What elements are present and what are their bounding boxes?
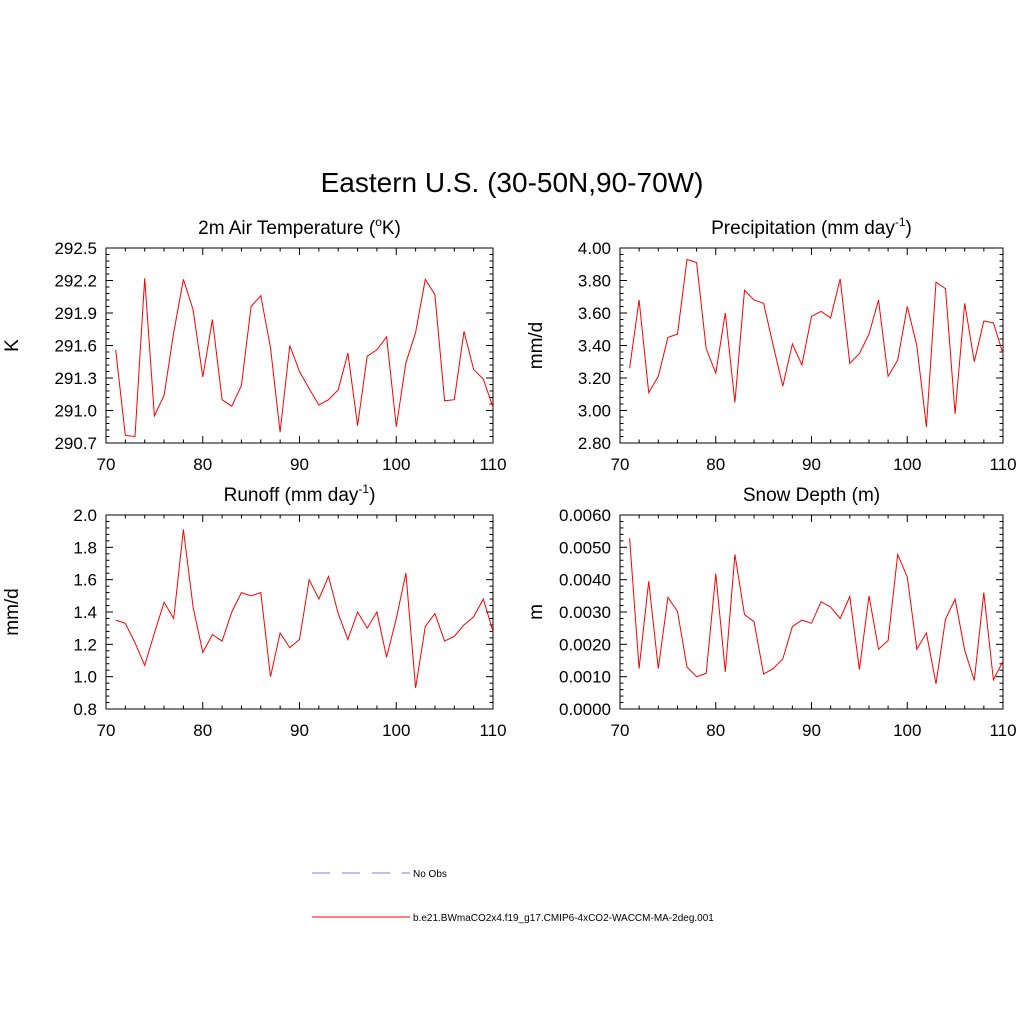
runoff-xtick-label: 110: [479, 721, 506, 740]
panels: 2m Air Temperature (oK) K 290.7 291.0 291.3 2…: [2, 215, 1017, 740]
runoff-ytick-label: 1.0: [73, 668, 97, 687]
snow-panel: Snow Depth (m) m 0.0000 0.0010 0.0020 0.0030 0…: [526, 485, 1017, 740]
legend-obs-label: No Obs: [413, 869, 447, 880]
precip-ylabel: mm/d: [526, 322, 547, 370]
precip-ytick-label: 4.00: [578, 239, 611, 258]
snow-ytick-label: 0.0050: [559, 538, 611, 557]
snow-xtick-label: 110: [989, 721, 1016, 740]
temp-ytick-label: 292.5: [54, 239, 97, 258]
temp-xtick-label: 90: [290, 455, 309, 474]
runoff-ytick-label: 1.2: [73, 635, 97, 654]
snow-ytick-label: 0.0020: [559, 635, 611, 654]
temp-title: 2m Air Temperature (oK): [198, 215, 401, 239]
precip-ytick-label: 3.60: [578, 304, 611, 323]
temp-ytick-label: 291.0: [54, 402, 97, 421]
snow-xtick-label: 100: [893, 721, 921, 740]
temp-xtick-label: 70: [97, 455, 116, 474]
runoff-title: Runoff (mm day-1): [224, 482, 376, 506]
temp-xtick-label: 100: [382, 455, 410, 474]
snow-ytick-label: 0.0000: [559, 700, 611, 719]
legend-model-label: b.e21.BWmaCO2x4.f19_g17.CMIP6-4xCO2-WACC…: [413, 913, 714, 924]
runoff-plot-frame: [105, 514, 494, 710]
temp-ytick-label: 291.3: [54, 369, 97, 388]
precip-xtick-label: 90: [802, 455, 821, 474]
temp-ytick-label: 290.7: [54, 434, 97, 453]
runoff-ytick-label: 0.8: [73, 700, 97, 719]
runoff-xtick-label: 80: [193, 721, 212, 740]
runoff-xtick-label: 90: [290, 721, 309, 740]
runoff-xtick-label: 100: [382, 721, 410, 740]
snow-ytick-label: 0.0060: [559, 506, 611, 525]
main-title: Eastern U.S. (30-50N,90-70W): [321, 167, 704, 198]
legend: No Obs b.e21.BWmaCO2x4.f19_g17.CMIP6-4xC…: [312, 869, 714, 924]
precip-ytick-label: 3.00: [578, 402, 611, 421]
temp-ytick-label: 291.6: [54, 337, 97, 356]
temp-ytick-label: 291.9: [54, 304, 97, 323]
runoff-panel: Runoff (mm day-1) mm/d 0.8 1.0 1.2 1.4 1.6 1.8 2…: [2, 482, 507, 740]
snow-xtick-label: 90: [802, 721, 821, 740]
temp-series-line: [115, 278, 494, 438]
temp-xtick-label: 110: [479, 455, 506, 474]
runoff-ylabel: mm/d: [2, 588, 23, 636]
precip-xtick-label: 70: [611, 455, 630, 474]
precip-xtick-label: 80: [706, 455, 725, 474]
snow-title: Snow Depth (m): [743, 485, 880, 506]
precip-panel: Precipitation (mm day-1) mm/d 2.80 3.00 3.20…: [526, 215, 1017, 474]
temp-plot-frame: [105, 247, 494, 444]
snow-ytick-label: 0.0030: [559, 603, 611, 622]
runoff-ytick-label: 1.6: [73, 571, 97, 590]
precip-ytick-label: 3.80: [578, 272, 611, 291]
runoff-series-line: [115, 529, 494, 689]
precip-title: Precipitation (mm day-1): [711, 215, 912, 239]
snow-ytick-label: 0.0010: [559, 668, 611, 687]
precip-ytick-label: 3.20: [578, 369, 611, 388]
runoff-xtick-label: 70: [97, 721, 116, 740]
precip-ytick-label: 3.40: [578, 337, 611, 356]
temp-panel: 2m Air Temperature (oK) K 290.7 291.0 291.3 2…: [2, 215, 507, 474]
runoff-ytick-label: 2.0: [73, 506, 97, 525]
snow-ytick-label: 0.0040: [559, 571, 611, 590]
precip-ytick-label: 2.80: [578, 434, 611, 453]
temp-xtick-label: 80: [193, 455, 212, 474]
precip-xtick-label: 110: [989, 455, 1016, 474]
precip-plot-frame: [619, 247, 1004, 444]
precip-series-line: [629, 258, 1004, 427]
temp-ylabel: K: [2, 339, 23, 352]
snow-xtick-label: 70: [611, 721, 630, 740]
snow-xtick-label: 80: [706, 721, 725, 740]
temp-ytick-label: 292.2: [54, 272, 97, 291]
snow-ylabel: m: [526, 604, 547, 620]
runoff-ytick-label: 1.8: [73, 538, 97, 557]
snow-series-line: [629, 538, 1004, 684]
precip-xtick-label: 100: [893, 455, 921, 474]
runoff-ytick-label: 1.4: [73, 603, 97, 622]
